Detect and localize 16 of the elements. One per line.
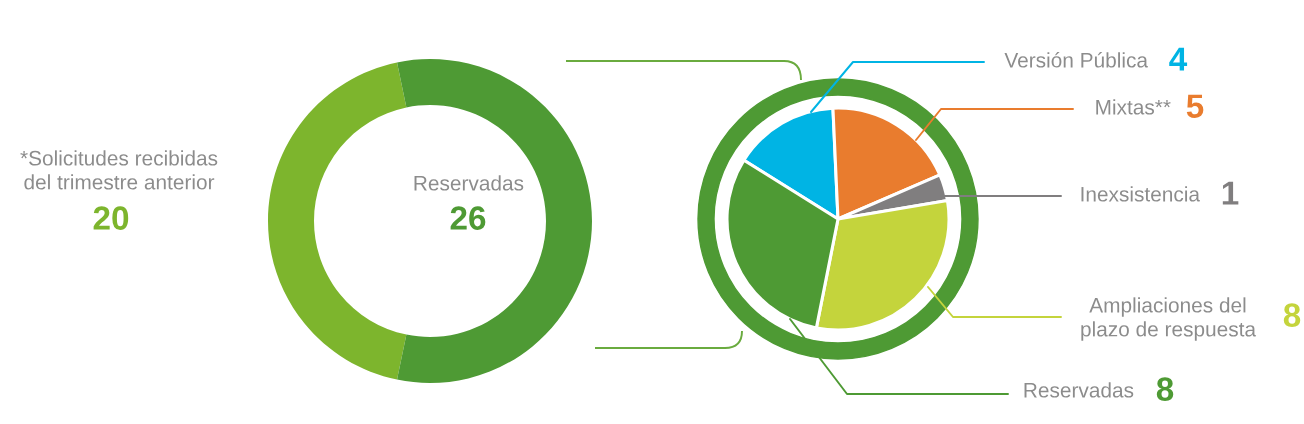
data-label: 8 [1156, 377, 1174, 401]
data-label: 8 [1283, 303, 1301, 327]
data-label: 26 [450, 206, 486, 230]
data-label: 1 [1222, 181, 1239, 205]
donut-slice [397, 59, 592, 383]
slice-label: Reservadas [414, 175, 524, 191]
slice-label: Inexsistencia [1081, 186, 1200, 202]
slice-label: *Solicitudes recibidas del trimestre anterior [20, 150, 218, 190]
slice-label: Ampliaciones del plazo de respuesta [1081, 297, 1257, 341]
data-label: 4 [1169, 47, 1188, 71]
slice-label: Versión Pública [1004, 52, 1148, 68]
donut-slice [268, 62, 407, 380]
slice-label: Mixtas** [1096, 99, 1171, 115]
data-label: 20 [93, 206, 129, 230]
slice-label: Reservadas [1024, 382, 1134, 398]
data-label: 5 [1186, 94, 1204, 118]
